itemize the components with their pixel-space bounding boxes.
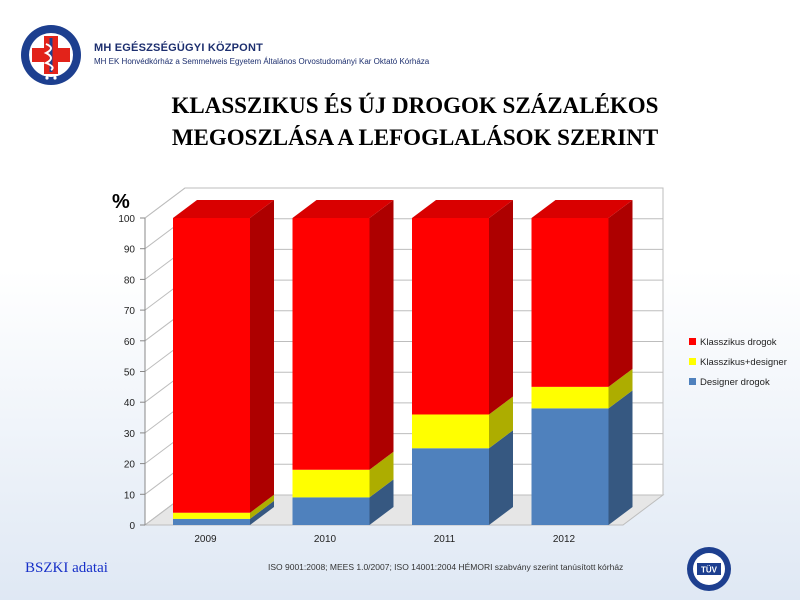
bar-segment-side bbox=[250, 500, 274, 525]
org-subtitle: MH EK Honvédkórház a Semmelweis Egyetem … bbox=[94, 57, 430, 66]
x-tick-label: 2009 bbox=[194, 534, 217, 545]
bar-segment bbox=[292, 218, 370, 470]
legend-swatch bbox=[689, 378, 696, 385]
tuv-label: TÜV bbox=[701, 566, 718, 575]
bar-segment bbox=[412, 218, 489, 415]
org-name: MH EGÉSZSÉGÜGYI KÖZPONT bbox=[94, 42, 264, 54]
legend-swatch bbox=[689, 358, 696, 365]
header: MH EGÉSZSÉGÜGYI KÖZPONT MH EK Honvédkórh… bbox=[20, 24, 490, 85]
bar-segment bbox=[173, 512, 250, 519]
bar-segment bbox=[531, 408, 609, 525]
bar-segment-side bbox=[489, 396, 513, 449]
source-note: BSZKI adatai bbox=[25, 560, 108, 576]
bar-segment-side bbox=[369, 200, 394, 470]
bar-top bbox=[531, 200, 633, 218]
bar-segment-side bbox=[489, 430, 513, 525]
legend-label: Klasszikus+designer bbox=[700, 357, 787, 368]
title-line-2: MEGOSZLÁSA A LEFOGLALÁSOK SZERINT bbox=[171, 125, 659, 150]
bar-top bbox=[173, 200, 274, 218]
bar-segment-side bbox=[369, 451, 394, 498]
y-tick-label: 30 bbox=[124, 429, 136, 440]
bar-segment-side bbox=[250, 200, 274, 513]
iso-certification-text: ISO 9001:2008; MEES 1.0/2007; ISO 14001:… bbox=[268, 562, 624, 572]
y-tick-label: 0 bbox=[129, 521, 135, 532]
mh-logo-icon bbox=[21, 25, 81, 85]
bar-top bbox=[412, 200, 513, 218]
y-tick-label: 50 bbox=[124, 368, 136, 379]
y-tick-label: 40 bbox=[124, 398, 136, 409]
title-line-1: KLASSZIKUS ÉS ÚJ DROGOK SZÁZALÉKOS bbox=[171, 93, 659, 118]
y-tick-label: 70 bbox=[124, 306, 136, 317]
bar-segment-side bbox=[608, 368, 633, 409]
bar-segment-side bbox=[369, 479, 394, 525]
bar-segment bbox=[173, 518, 250, 525]
bar-segment-side bbox=[608, 200, 633, 387]
y-tick-label: 10 bbox=[124, 490, 136, 501]
bar-segment-side bbox=[608, 390, 633, 525]
bar-segment bbox=[292, 469, 370, 498]
y-tick-label: 90 bbox=[124, 245, 136, 256]
legend-label: Designer drogok bbox=[700, 377, 770, 388]
bar-top bbox=[292, 200, 394, 218]
x-tick-label: 2012 bbox=[553, 534, 576, 545]
x-tick-label: 2011 bbox=[434, 534, 456, 545]
bar-segment bbox=[292, 497, 370, 525]
bar-segment-side bbox=[250, 494, 274, 519]
y-axis-label: % bbox=[112, 191, 130, 213]
legend-label: Klasszikus drogok bbox=[700, 337, 777, 348]
legend-swatch bbox=[689, 338, 696, 345]
bar-segment bbox=[412, 414, 489, 449]
gridline bbox=[144, 187, 663, 219]
bar-segment bbox=[531, 386, 609, 409]
y-tick-label: 100 bbox=[118, 214, 135, 225]
bar-segment bbox=[531, 218, 609, 387]
bar-segment-side bbox=[489, 200, 513, 415]
y-tick-label: 20 bbox=[124, 460, 136, 471]
bar-segment bbox=[412, 448, 489, 525]
x-tick-label: 2010 bbox=[314, 534, 337, 545]
bar-segment bbox=[173, 218, 250, 513]
tuv-certification-icon: TÜV bbox=[687, 547, 731, 591]
y-tick-label: 60 bbox=[124, 337, 136, 348]
page-title: KLASSZIKUS ÉS ÚJ DROGOK SZÁZALÉKOS MEGOS… bbox=[0, 90, 800, 154]
y-tick-label: 80 bbox=[124, 275, 136, 286]
